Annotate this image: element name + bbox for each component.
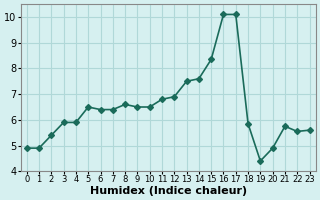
X-axis label: Humidex (Indice chaleur): Humidex (Indice chaleur) xyxy=(90,186,247,196)
